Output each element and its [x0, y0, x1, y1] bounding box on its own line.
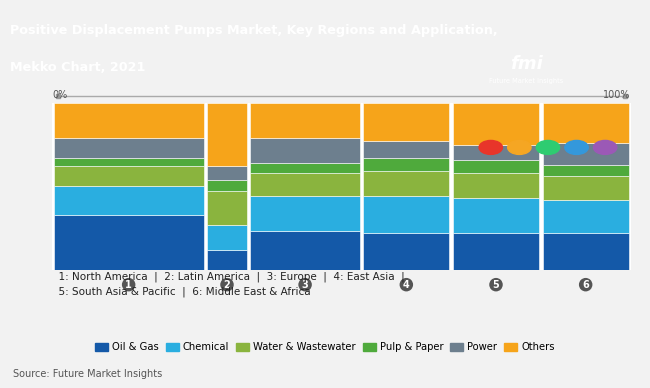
Text: Positive Displacement Pumps Market, Key Regions and Application,: Positive Displacement Pumps Market, Key … — [10, 24, 497, 38]
Bar — [453, 103, 539, 145]
Bar — [54, 103, 203, 138]
Bar — [250, 196, 359, 231]
Bar — [453, 173, 539, 198]
Text: Source: Future Market Insights: Source: Future Market Insights — [13, 369, 162, 379]
Text: 1: North America  |  2: Latin America  |  3: Europe  |  4: East Asia  |
  5: Sou: 1: North America | 2: Latin America | 3:… — [52, 272, 405, 297]
Bar — [363, 103, 449, 141]
Bar — [207, 180, 247, 191]
Bar — [543, 165, 629, 176]
Text: 4: 4 — [403, 280, 410, 290]
Bar — [54, 138, 203, 158]
Text: 1: 1 — [125, 280, 132, 290]
Text: 2: 2 — [224, 280, 230, 290]
Bar — [363, 171, 449, 196]
Bar — [250, 163, 359, 173]
Bar — [250, 138, 359, 163]
Bar — [363, 158, 449, 171]
Bar — [363, 196, 449, 233]
Text: 100%: 100% — [603, 90, 630, 100]
Bar — [543, 199, 629, 233]
Text: Future Market Insights: Future Market Insights — [489, 78, 564, 85]
Legend: Oil & Gas, Chemical, Water & Wastewater, Pulp & Paper, Power, Others: Oil & Gas, Chemical, Water & Wastewater,… — [91, 338, 559, 356]
Bar — [207, 225, 247, 249]
Bar — [543, 233, 629, 270]
Bar — [54, 186, 203, 215]
Bar — [207, 166, 247, 180]
Bar — [207, 103, 247, 166]
Bar — [250, 103, 359, 138]
Bar — [453, 145, 539, 159]
Text: Mekko Chart, 2021: Mekko Chart, 2021 — [10, 61, 145, 74]
Bar — [250, 231, 359, 270]
Bar — [543, 143, 629, 165]
Text: 3: 3 — [302, 280, 309, 290]
Bar — [453, 198, 539, 233]
Bar — [54, 166, 203, 186]
Text: 5: 5 — [493, 280, 499, 290]
Bar — [250, 173, 359, 196]
Bar — [207, 249, 247, 270]
Bar — [453, 159, 539, 173]
Bar — [543, 103, 629, 143]
Bar — [363, 233, 449, 270]
Bar — [453, 233, 539, 270]
Bar — [363, 141, 449, 158]
Bar — [543, 176, 629, 199]
Bar — [54, 158, 203, 166]
Text: 0%: 0% — [52, 90, 67, 100]
Text: fmi: fmi — [510, 55, 543, 73]
Bar — [207, 191, 247, 225]
Text: 6: 6 — [582, 280, 589, 290]
Bar — [54, 215, 203, 270]
